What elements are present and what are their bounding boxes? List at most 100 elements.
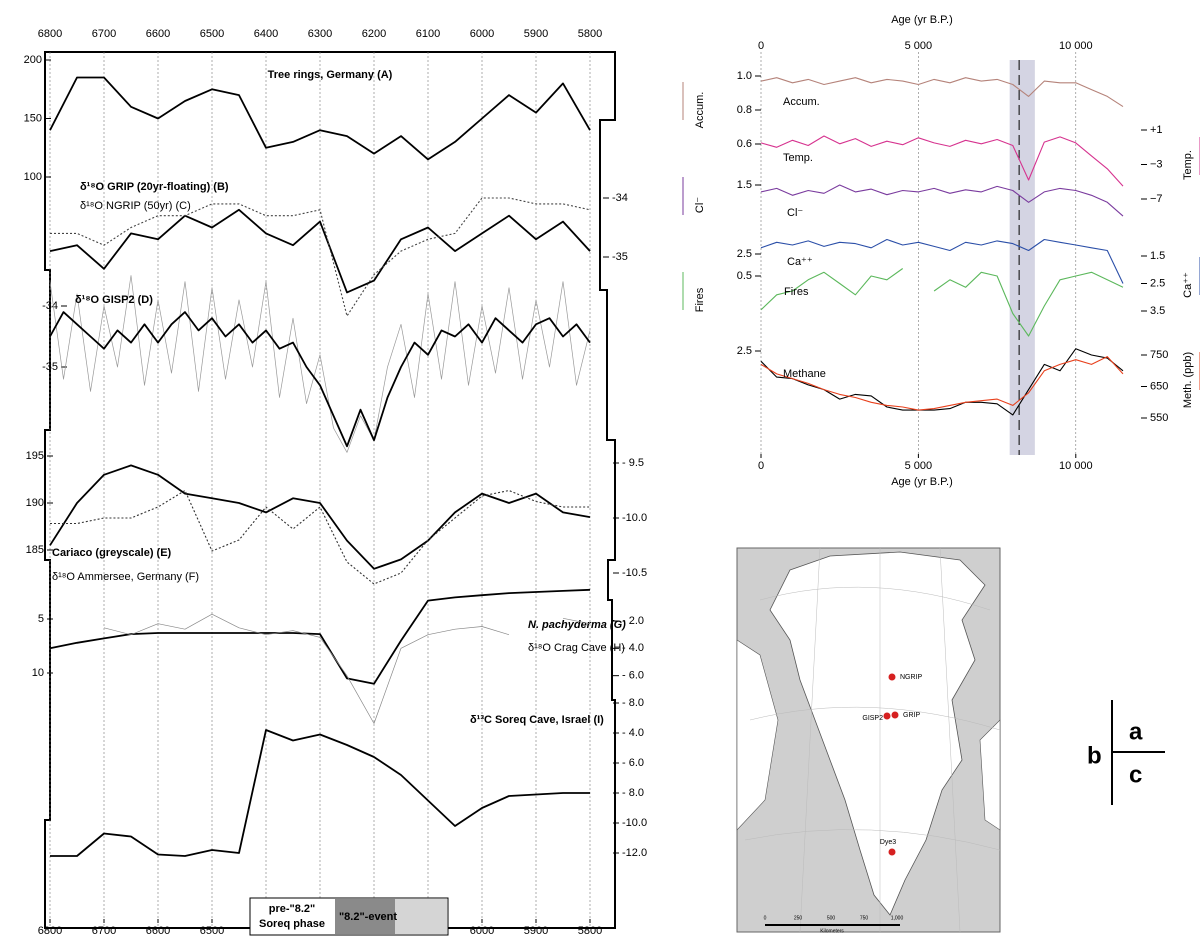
subchart: 195 190 185 - 9.5 -10.0 -10.5 Cariaco (greysca…	[26, 450, 647, 585]
shaded-range	[1009, 60, 1035, 455]
y-tick-label: 2.5	[1150, 277, 1165, 289]
y-axis-label: Cl⁻	[694, 197, 706, 213]
site-label: GRIP	[903, 712, 920, 719]
series-annotation: Temp.	[783, 152, 813, 164]
series-line	[760, 348, 1124, 416]
x-tick-label: 5900	[524, 925, 548, 937]
x-tick-label: 6500	[200, 925, 224, 937]
legend-text: "8.2"-event	[339, 911, 397, 923]
series-line	[760, 184, 1124, 217]
x-tick-label: 10 000	[1059, 40, 1093, 52]
series-line	[50, 729, 590, 857]
y-tick-label: -10.0	[622, 817, 647, 829]
scale-label: 500	[827, 915, 836, 921]
series-label: N. pachyderma (G)	[528, 619, 626, 631]
site-label: Dye3	[880, 839, 896, 846]
series-label: δ¹⁸O Ammersee, Germany (F)	[52, 571, 199, 583]
y-tick-label: 1.0	[737, 70, 752, 82]
graticule	[744, 547, 1001, 933]
y-tick-label: - 6.0	[622, 670, 644, 682]
site-label: GISP2	[862, 715, 883, 722]
y-tick-label: -12.0	[622, 847, 647, 859]
subchart: 6800 6700 6600 6500 6400 6300 6200 6100 6000 5900…	[24, 28, 602, 928]
y-tick-label: 1.5	[1150, 250, 1165, 262]
chart-title: δ¹⁸O GISP2 (D)	[75, 294, 153, 306]
x-tick-label: 5 000	[905, 460, 933, 472]
map	[736, 547, 1001, 933]
series-line	[49, 464, 591, 570]
legend-text: Soreq phase	[259, 918, 325, 930]
series-line	[49, 311, 591, 448]
scale-label: 750	[860, 915, 869, 921]
series-line	[49, 588, 591, 685]
x-tick-label: 6800	[38, 925, 62, 937]
scale-label: 0	[764, 915, 767, 921]
series-line	[49, 275, 591, 453]
key-label: a	[1129, 718, 1143, 745]
series-line	[49, 208, 591, 294]
y-tick-label: 190	[26, 497, 44, 509]
legend-swatch	[395, 899, 447, 934]
site-marker	[888, 673, 896, 681]
y-axis-label: Accum.	[694, 92, 706, 129]
y-tick-label: 0.5	[737, 270, 752, 282]
y-tick-label: −3	[1150, 158, 1163, 170]
y-tick-label: - 6.0	[622, 757, 644, 769]
x-tick-label: 5900	[524, 28, 548, 40]
series-line	[760, 238, 1124, 284]
series-annotation: Fires	[784, 286, 809, 298]
x-tick-label: 0	[758, 40, 764, 52]
y-tick-label: -10.0	[622, 512, 647, 524]
x-tick-label: 6700	[92, 28, 116, 40]
y-tick-label: 3.5	[1150, 305, 1165, 317]
y-tick-label: 200	[24, 54, 42, 66]
series-label: Cariaco (greyscale) (E)	[52, 547, 172, 559]
series-annotation: Accum.	[783, 96, 820, 108]
x-tick-label: 10 000	[1059, 460, 1093, 472]
y-tick-label: - 4.0	[622, 642, 644, 654]
subchart: 0.5 2.5 Fires Fires	[682, 268, 1124, 357]
panel-key: b a c	[1087, 700, 1165, 805]
series-line	[760, 77, 1124, 108]
y-tick-label: 0.6	[737, 138, 752, 150]
x-tick-label: 6100	[416, 28, 440, 40]
scale-label: 250	[794, 915, 803, 921]
y-tick-label: - 8.0	[622, 787, 644, 799]
y-tick-label: -35	[612, 251, 628, 263]
y-tick-label: 2.5	[737, 345, 752, 357]
y-tick-label: 750	[1150, 349, 1168, 361]
scale-label: 1,000	[891, 915, 904, 921]
chart-title: Tree rings, Germany (A)	[268, 69, 393, 81]
series-line	[760, 268, 1124, 337]
x-tick-label: 0	[758, 460, 764, 472]
series-annotation: Ca⁺⁺	[787, 256, 813, 268]
x-tick-label: 6000	[470, 925, 494, 937]
y-tick-label: -10.5	[622, 567, 647, 579]
x-tick-label: 6500	[200, 28, 224, 40]
x-tick-label: 6600	[146, 925, 170, 937]
series-label: δ¹⁸O GRIP (20yr-floating) (B)	[80, 181, 229, 193]
y-tick-label: 1.5	[737, 179, 752, 191]
series-line	[50, 489, 590, 585]
subchart: 1.5 2.5 Cl⁻ Cl⁻	[682, 177, 1124, 260]
y-tick-label: 5	[38, 613, 44, 625]
series-line	[50, 197, 591, 317]
chart-title: δ¹³C Soreq Cave, Israel (I)	[470, 714, 604, 726]
x-tick-label: 6600	[146, 28, 170, 40]
x-tick-label: 5800	[578, 925, 602, 937]
y-tick-label: -35	[42, 361, 58, 373]
y-tick-label: −7	[1150, 193, 1163, 205]
x-tick-label: 6300	[308, 28, 332, 40]
series-line	[760, 135, 1124, 187]
x-tick-label: 6800	[38, 28, 62, 40]
y-tick-label: 185	[26, 544, 44, 556]
y-tick-label: - 8.0	[622, 697, 644, 709]
land	[736, 639, 779, 831]
subchart: 1.5 2.5 3.5 Ca⁺⁺ Ca⁺⁺	[760, 238, 1200, 317]
y-tick-label: 10	[32, 667, 44, 679]
series-line	[103, 613, 591, 724]
legend-swatch	[335, 899, 395, 934]
subchart: 0 5 000 10 000 Age (yr B.P.) 1.0 0.8 0.6 Accum.…	[682, 14, 1124, 455]
legend-text: pre-"8.2"	[269, 903, 316, 915]
